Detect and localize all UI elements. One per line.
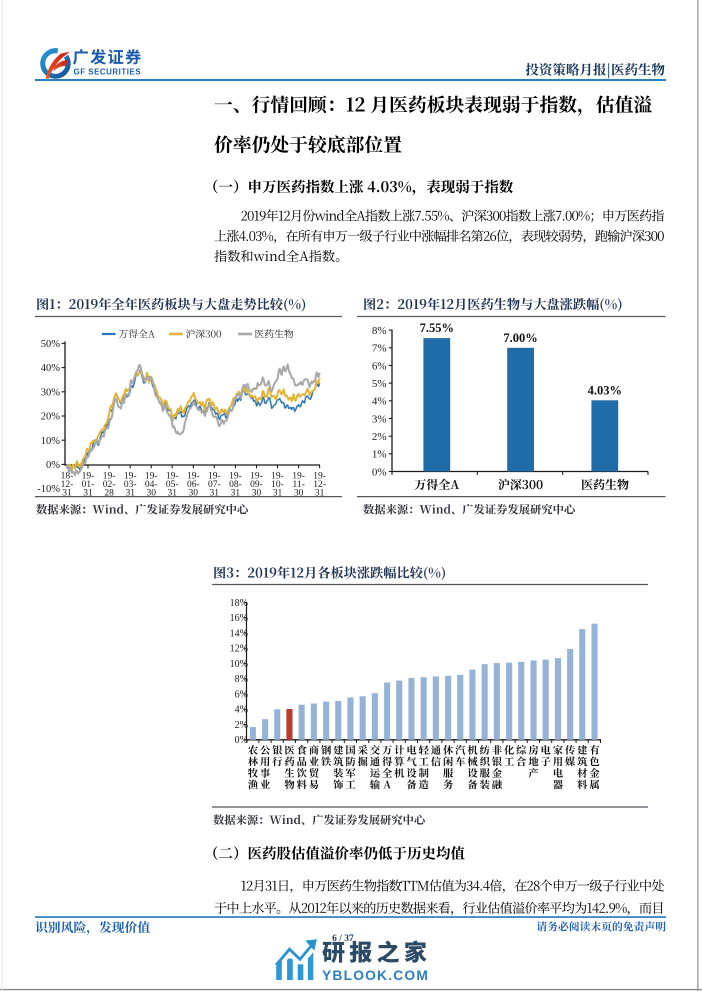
svg-text:YBLOOK.COM: YBLOOK.COM xyxy=(322,968,429,983)
svg-text:12-: 12- xyxy=(61,480,74,490)
svg-text:19-: 19- xyxy=(103,471,116,481)
svg-text:31: 31 xyxy=(83,488,93,498)
svg-text:12-: 12- xyxy=(313,480,326,490)
svg-text:1%: 1% xyxy=(372,449,387,461)
svg-text:19-: 19- xyxy=(124,471,137,481)
svg-text:19-: 19- xyxy=(145,471,158,481)
svg-text:31: 31 xyxy=(125,488,135,498)
svg-text:6 / 37: 6 / 37 xyxy=(332,934,354,944)
svg-text:7.00%: 7.00% xyxy=(503,331,537,345)
svg-text:3%: 3% xyxy=(372,413,387,425)
svg-text:10%: 10% xyxy=(41,436,61,447)
svg-text:4%: 4% xyxy=(372,396,387,408)
svg-text:18%: 18% xyxy=(230,598,248,609)
svg-text:19-: 19- xyxy=(229,471,242,481)
svg-text:2%: 2% xyxy=(235,720,248,731)
svg-text:08-: 08- xyxy=(229,480,242,490)
svg-text:-10%: -10% xyxy=(37,484,60,495)
svg-text:0%: 0% xyxy=(46,460,60,471)
svg-text:7.55%: 7.55% xyxy=(420,321,454,335)
svg-text:30: 30 xyxy=(252,488,262,498)
svg-text:10%: 10% xyxy=(230,659,248,670)
svg-text:7%: 7% xyxy=(372,343,387,355)
svg-text:31: 31 xyxy=(273,488,283,498)
svg-text:50%: 50% xyxy=(41,339,61,350)
svg-text:19-: 19- xyxy=(271,471,284,481)
svg-text:14%: 14% xyxy=(230,628,248,639)
svg-text:30: 30 xyxy=(189,488,199,498)
svg-text:31: 31 xyxy=(62,488,72,498)
svg-text:31: 31 xyxy=(315,488,325,498)
svg-text:01-: 01- xyxy=(82,480,95,490)
svg-text:8%: 8% xyxy=(372,325,387,337)
svg-text:30%: 30% xyxy=(41,387,61,398)
svg-text:30: 30 xyxy=(294,488,304,498)
svg-text:31: 31 xyxy=(210,488,220,498)
svg-text:40%: 40% xyxy=(41,363,61,374)
svg-text:0%: 0% xyxy=(372,466,387,478)
svg-text:18-: 18- xyxy=(61,471,74,481)
svg-text:20%: 20% xyxy=(41,412,61,423)
svg-text:0%: 0% xyxy=(235,735,248,746)
svg-text:6%: 6% xyxy=(372,360,387,372)
svg-text:04-: 04- xyxy=(145,480,158,490)
svg-text:19-: 19- xyxy=(208,471,221,481)
svg-text:5%: 5% xyxy=(372,378,387,390)
svg-text:03-: 03- xyxy=(124,480,137,490)
svg-text:09-: 09- xyxy=(250,480,263,490)
svg-text:06-: 06- xyxy=(187,480,200,490)
svg-text:19-: 19- xyxy=(313,471,326,481)
svg-text:6%: 6% xyxy=(235,689,248,700)
svg-text:4%: 4% xyxy=(235,705,248,716)
svg-text:12%: 12% xyxy=(230,644,248,655)
svg-text:28: 28 xyxy=(104,488,114,498)
svg-text:31: 31 xyxy=(231,488,241,498)
svg-text:07-: 07- xyxy=(208,480,221,490)
svg-text:30: 30 xyxy=(146,488,156,498)
svg-text:31: 31 xyxy=(167,488,177,498)
svg-text:02-: 02- xyxy=(103,480,116,490)
svg-text:4.03%: 4.03% xyxy=(588,383,622,397)
svg-text:19-: 19- xyxy=(187,471,200,481)
svg-text:19-: 19- xyxy=(250,471,263,481)
svg-text:8%: 8% xyxy=(235,674,248,685)
svg-text:05-: 05- xyxy=(166,480,179,490)
svg-text:19-: 19- xyxy=(292,471,305,481)
svg-text:GF SECURITIES: GF SECURITIES xyxy=(74,68,142,77)
svg-text:19-: 19- xyxy=(82,471,95,481)
svg-text:2%: 2% xyxy=(372,431,387,443)
svg-text:11-: 11- xyxy=(292,480,304,490)
svg-text:10-: 10- xyxy=(271,480,284,490)
svg-text:16%: 16% xyxy=(230,613,248,624)
svg-text:19-: 19- xyxy=(166,471,179,481)
